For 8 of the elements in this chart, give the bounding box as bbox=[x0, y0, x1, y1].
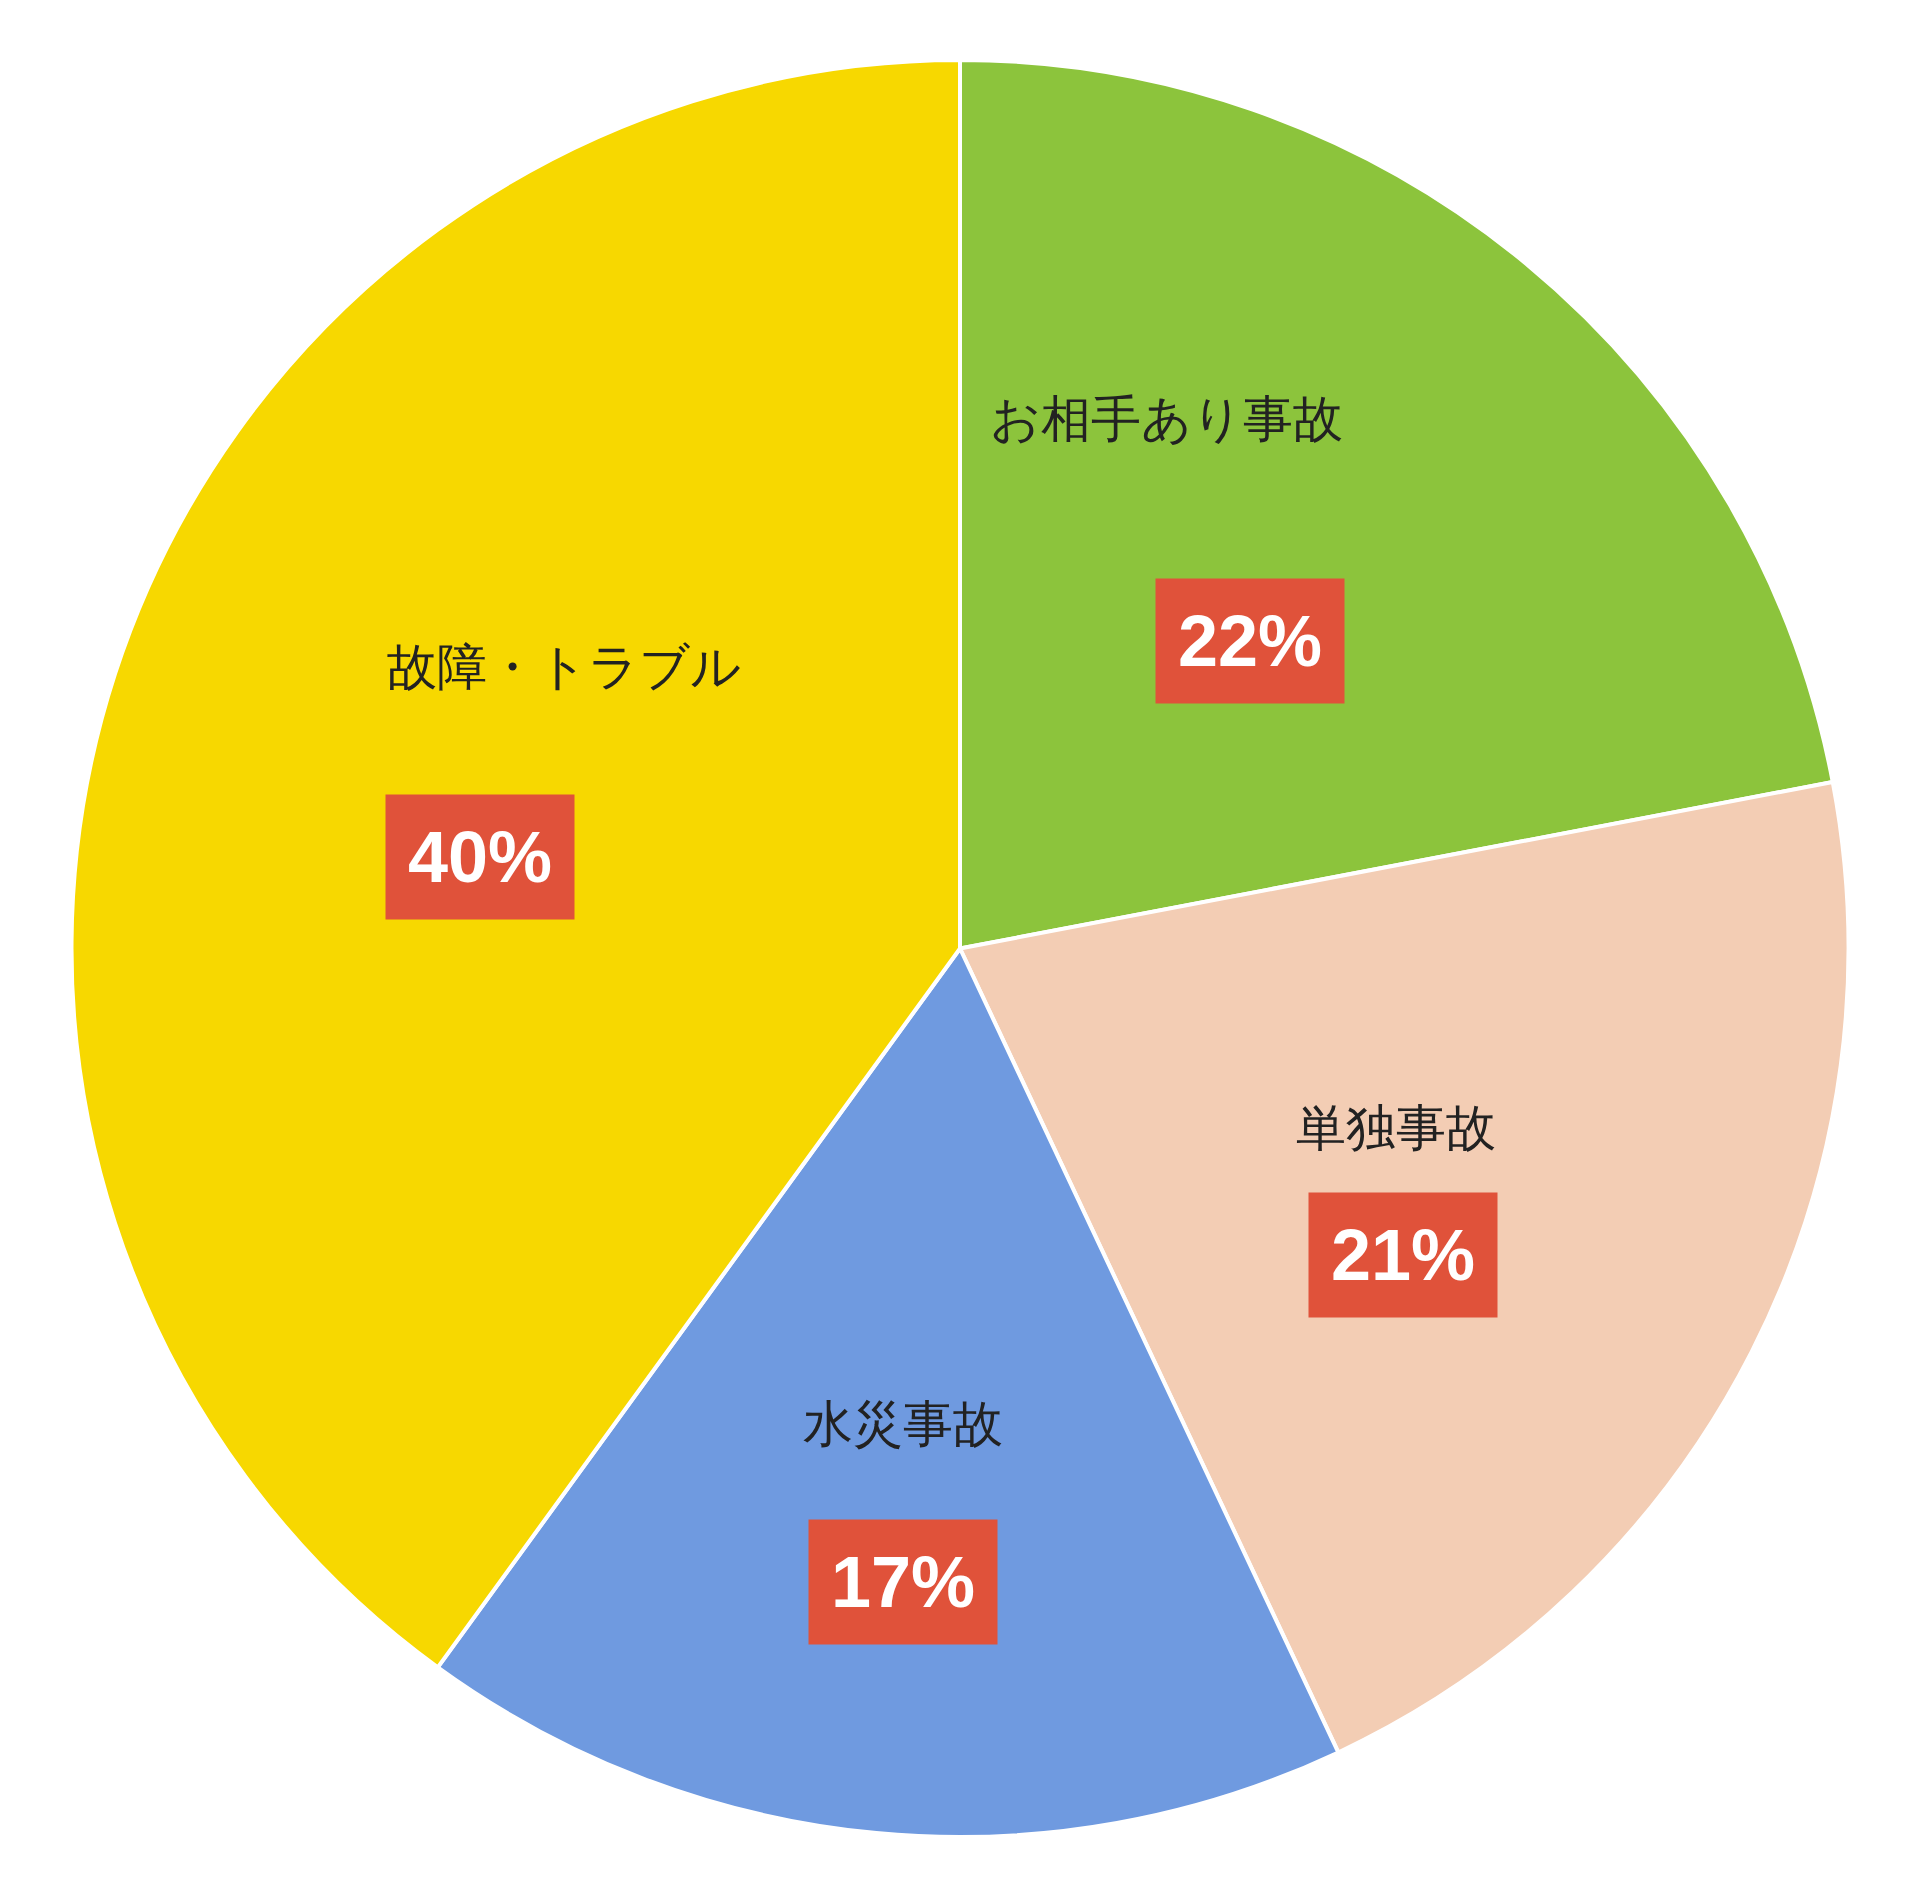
slice-label: お相手あり事故 bbox=[990, 390, 1343, 448]
data-label: 21% bbox=[1331, 1215, 1476, 1295]
data-label: 22% bbox=[1178, 601, 1323, 681]
slice-label: 単独事故 bbox=[1296, 1099, 1496, 1157]
data-label: 17% bbox=[831, 1542, 976, 1622]
slice-label: 故障・トラブル bbox=[387, 638, 741, 696]
data-label: 40% bbox=[408, 817, 553, 897]
slice-label: 水災事故 bbox=[803, 1395, 1003, 1453]
